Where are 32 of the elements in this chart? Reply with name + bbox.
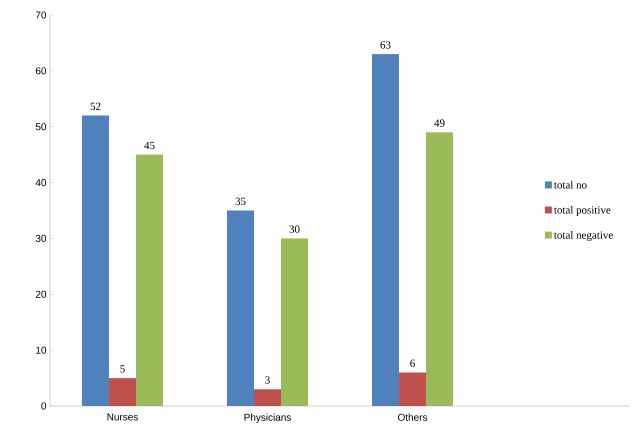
bar [372,54,400,406]
data-label: 30 [290,226,300,233]
x-tick-label: Physicians [244,414,291,423]
legend-label: total positive [554,206,610,216]
data-label: 35 [236,198,246,205]
y-tick-label: 30 [36,234,46,242]
y-tick-label: 10 [36,346,46,354]
legend-label: total negative [554,231,613,241]
y-tick-label: 20 [36,290,46,298]
y-tick-label: 50 [36,123,46,130]
data-label: 3 [265,376,270,384]
bar [399,372,426,406]
bar [254,389,282,406]
data-label: 5 [120,365,125,373]
y-tick-label: 60 [36,67,46,74]
bar [136,154,164,406]
data-label: 49 [434,119,445,127]
bar [82,116,109,406]
data-label: 52 [90,102,100,110]
data-label: 6 [410,360,415,367]
bar [227,210,254,406]
bar [109,378,136,406]
data-label: 45 [144,142,155,150]
x-tick-label: Others [398,414,428,421]
y-tick-label: 0 [41,402,46,410]
bar [281,238,308,406]
x-tick-label: Nurses [108,414,138,420]
legend-label: total no [554,180,587,189]
y-tick-label: 70 [36,11,46,19]
data-label: 63 [380,41,391,49]
bar [426,132,454,406]
y-tick-label: 40 [36,179,46,186]
